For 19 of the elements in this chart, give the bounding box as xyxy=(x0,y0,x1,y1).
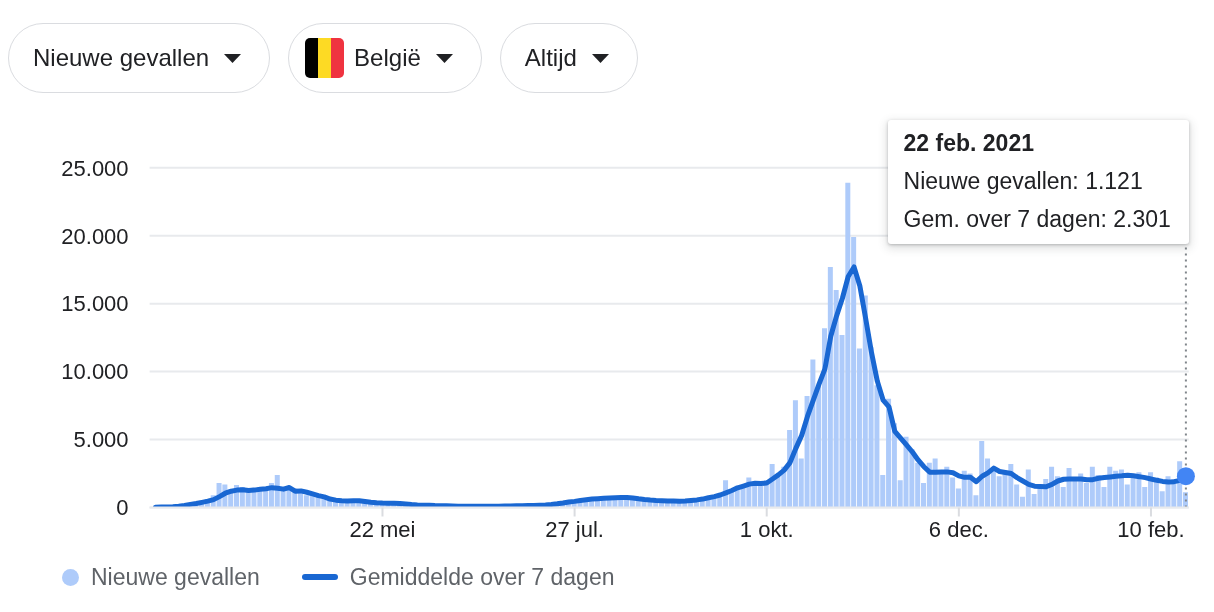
y-tick-label: 15.000 xyxy=(61,291,129,317)
annotation: Nieuwe gevallen: 1.121 xyxy=(903,167,1144,196)
legend-label: Nieuwe gevallen xyxy=(91,563,260,591)
y-tick-label: 20.000 xyxy=(61,223,129,249)
x-tick-label: 27 jul. xyxy=(545,517,604,543)
y-tick-label: 25.000 xyxy=(61,155,129,181)
text: Altijd xyxy=(524,44,577,72)
text: Nieuwe gevallen xyxy=(33,44,210,72)
y-tick-label: 0 xyxy=(116,495,129,521)
x-tick-label: 6 dec. xyxy=(928,517,989,543)
y-tick-label: 5.000 xyxy=(73,427,129,453)
x-tick-label: 10 feb. xyxy=(1117,517,1185,543)
tooltip-card: 22 feb. 2021 Nieuwe gevallen: 1.121 Gem. over 7 dagen: 2.301 xyxy=(887,120,1189,244)
x-tick-label: 22 mei xyxy=(349,517,416,543)
text: België xyxy=(354,44,421,72)
y-tick-label: 10.000 xyxy=(61,359,129,385)
legend-label: Gemiddelde over 7 dagen xyxy=(349,563,615,591)
annotation: Gem. over 7 dagen: 2.301 xyxy=(903,205,1171,234)
x-tick-label: 1 okt. xyxy=(739,517,794,543)
